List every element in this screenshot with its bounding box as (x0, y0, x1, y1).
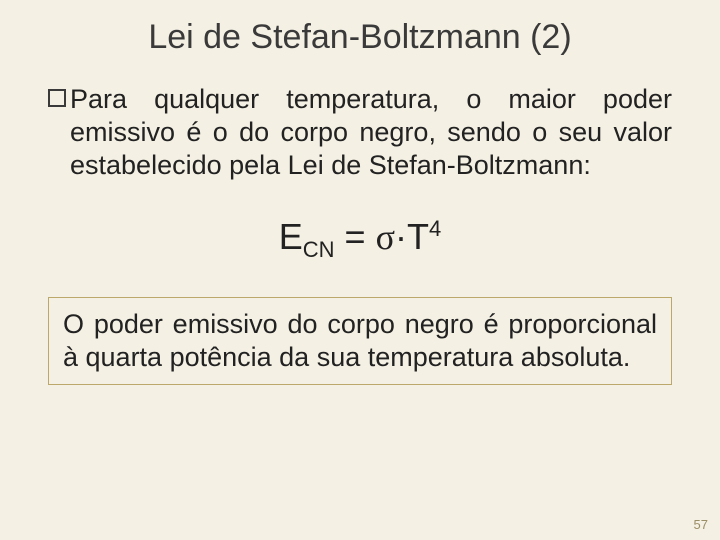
paragraph-text: Para qualquer temperatura, o maior poder… (70, 83, 672, 182)
equation-sigma: σ (376, 217, 395, 257)
equation-dot: · (395, 216, 407, 257)
equation-lhs-sub: CN (303, 237, 335, 262)
square-bullet-icon (48, 89, 66, 107)
equation-rhs-sup: 4 (429, 216, 441, 241)
equation-lhs-base: E (279, 216, 303, 257)
equation: ECN = σ·T4 (48, 216, 672, 263)
note-text: O poder emissivo do corpo negro é propor… (63, 309, 657, 372)
bullet-paragraph-row: Para qualquer temperatura, o maior poder… (48, 83, 672, 182)
slide-title: Lei de Stefan-Boltzmann (2) (48, 18, 672, 57)
equation-rhs-base: T (407, 216, 429, 257)
page-number: 57 (694, 517, 708, 532)
equation-equals: = (335, 216, 376, 257)
note-box: O poder emissivo do corpo negro é propor… (48, 297, 672, 385)
